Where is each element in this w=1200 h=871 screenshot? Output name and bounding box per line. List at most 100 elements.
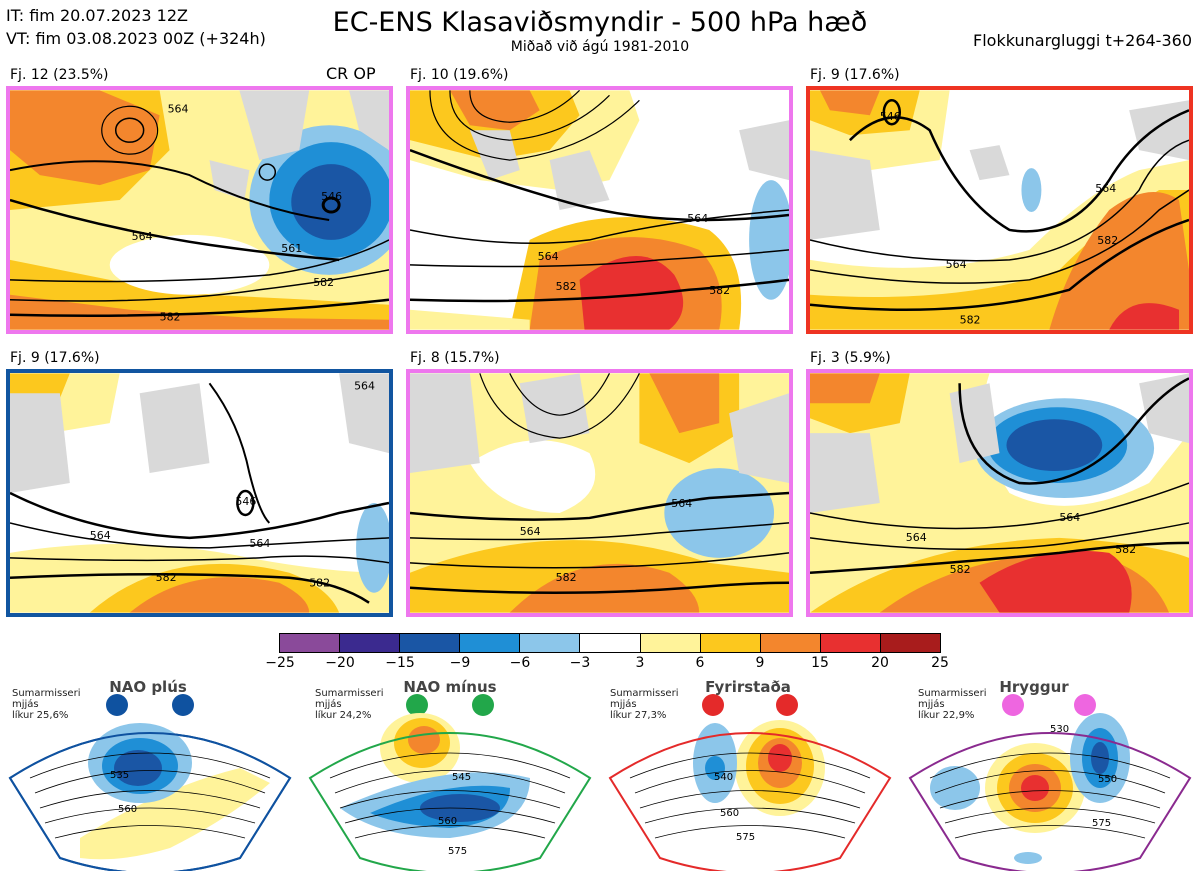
colorbar-tick-label: −9 [449, 655, 471, 671]
regime-legend: Sumarmisseri mjjás líkur 25,6% NAO plús … [0, 678, 1200, 871]
regime-3-title: Fyrirstaða [705, 678, 791, 696]
regime-4-info: Sumarmisseri mjjás líkur 22,9% [918, 688, 986, 721]
regime-4-map: 530 550 575 [908, 713, 1192, 871]
colorbar-swatch [339, 634, 400, 652]
panel-4-label: Fj. 9 (17.6%) [10, 350, 100, 366]
regime-3-map: 540 560 575 [608, 720, 892, 871]
valid-time: VT: fim 03.08.2023 00Z (+324h) [6, 29, 266, 48]
cluster-map-5: 564 564 582 [406, 369, 793, 617]
map-5-contour-label: 564 [671, 497, 692, 510]
header-info: IT: fim 20.07.2023 12Z VT: fim 03.08.202… [6, 4, 266, 50]
colorbar-tick-label: 3 [635, 655, 645, 671]
colorbar-swatch [639, 634, 700, 652]
initial-time: IT: fim 20.07.2023 12Z [6, 6, 188, 25]
regime-1-dot [172, 694, 194, 716]
regime-1-avg: mjjás [12, 699, 39, 710]
colorbar-tick-label: 20 [871, 655, 889, 671]
panel-1-label: Fj. 12 (23.5%) [10, 67, 109, 83]
regime-4-contour-label: 550 [1098, 774, 1117, 785]
colorbar-swatch [459, 634, 520, 652]
colorbar-tick-label: −6 [509, 655, 531, 671]
regime-4-prob: líkur 22,9% [918, 710, 975, 721]
map-6-contour-label: 564 [1059, 511, 1080, 524]
cluster-map-2: 564 564 582 582 [406, 86, 793, 334]
map-3-contour-label: 582 [1097, 234, 1118, 247]
colorbar-tick-label: 6 [695, 655, 705, 671]
regime-2-info: Sumarmisseri mjjás líkur 24,2% [315, 688, 383, 721]
regime-3-dot [776, 694, 798, 716]
colorbar-tick-label: 25 [931, 655, 949, 671]
panel-2-label: Fj. 10 (19.6%) [410, 67, 509, 83]
map-2-contour-label: 564 [687, 212, 708, 225]
map-4-contour-label: 564 [90, 529, 111, 542]
colorbar-tick-label: 9 [755, 655, 765, 671]
map-2-contour-label: 582 [556, 280, 577, 293]
colorbar-tick-label: −25 [265, 655, 295, 671]
page-title: EC-ENS Klasaviðsmyndir - 500 hPa hæð [332, 7, 868, 38]
regime-1-dot [106, 694, 128, 716]
map-5-svg: 564 564 582 [410, 373, 789, 613]
map-4-svg: 564 564 546 564 582 582 [10, 373, 389, 613]
map-5-contour-label: 582 [556, 571, 577, 584]
colorbar-tick-label: −15 [385, 655, 415, 671]
regime-4-contour-label: 575 [1092, 818, 1111, 829]
regime-2-title: NAO mínus [403, 678, 497, 696]
map-2-svg: 564 564 582 582 [410, 90, 789, 330]
map-1-contour-label: 582 [160, 311, 181, 324]
map-1-contour-label: 564 [168, 102, 189, 115]
colorbar-swatch [699, 634, 760, 652]
regime-1-title: NAO plús [109, 678, 187, 696]
colorbar-swatch [280, 634, 340, 652]
colorbar-swatch [579, 634, 640, 652]
map-4-contour-label: 546 [235, 495, 256, 508]
cluster-map-6: 564 564 582 582 [806, 369, 1193, 617]
cluster-map-3: 546 564 564 582 582 [806, 86, 1193, 334]
colorbar-swatch [819, 634, 880, 652]
panel-1-extra: CR OP [326, 64, 376, 83]
regime-2-contour-label: 560 [438, 816, 457, 827]
map-6-svg: 564 564 582 582 [810, 373, 1189, 613]
regime-3-contour-label: 575 [736, 832, 755, 843]
panel-3-label: Fj. 9 (17.6%) [810, 67, 900, 83]
regime-1-season: Sumarmisseri [12, 688, 81, 699]
regime-4-dot [1002, 694, 1024, 716]
map-4-contour-label: 564 [354, 379, 375, 392]
colorbar-swatch [399, 634, 460, 652]
regime-1-contour-label: 560 [118, 804, 137, 815]
regime-3-contour-label: 560 [720, 808, 739, 819]
regime-4-dot [1074, 694, 1096, 716]
cluster-map-4: 564 564 546 564 582 582 [6, 369, 393, 617]
map-3-contour-label: 564 [946, 258, 967, 271]
regime-2-contour-label: 545 [452, 772, 471, 783]
colorbar-swatch [519, 634, 580, 652]
regime-4-title: Hryggur [999, 678, 1069, 696]
regime-2-dot [472, 694, 494, 716]
regime-3-season: Sumarmisseri [610, 688, 679, 699]
map-2-contour-label: 582 [709, 284, 730, 297]
regime-2-dot [406, 694, 428, 716]
map-5-contour-label: 564 [520, 525, 541, 538]
regime-4-avg: mjjás [918, 699, 945, 710]
colorbar-tick-label: −20 [325, 655, 355, 671]
regime-2-prob: líkur 24,2% [315, 710, 372, 721]
regime-4-season: Sumarmisseri [918, 688, 987, 699]
regime-3-dot [702, 694, 724, 716]
colorbar-swatch [759, 634, 820, 652]
map-2-contour-label: 564 [538, 250, 559, 263]
map-4-contour-label: 564 [249, 537, 270, 550]
regime-1-prob: líkur 25,6% [12, 710, 69, 721]
regime-3-prob: líkur 27,3% [610, 710, 667, 721]
map-4-contour-label: 582 [156, 571, 177, 584]
map-1-contour-label: 561 [281, 242, 302, 255]
regime-1-info: Sumarmisseri mjjás líkur 25,6% [12, 688, 80, 721]
map-3-contour-label: 582 [960, 314, 981, 327]
map-3-contour-label: 564 [1095, 182, 1116, 195]
colorbar [279, 633, 941, 653]
map-3-contour-label: 546 [880, 110, 901, 123]
panel-5-label: Fj. 8 (15.7%) [410, 350, 500, 366]
map-3-svg: 546 564 564 582 582 [810, 90, 1189, 330]
regime-2-map: 545 560 575 [308, 713, 592, 871]
regime-2-season: Sumarmisseri [315, 688, 384, 699]
colorbar-tick-label: −3 [569, 655, 591, 671]
colorbar-swatch [879, 634, 941, 652]
